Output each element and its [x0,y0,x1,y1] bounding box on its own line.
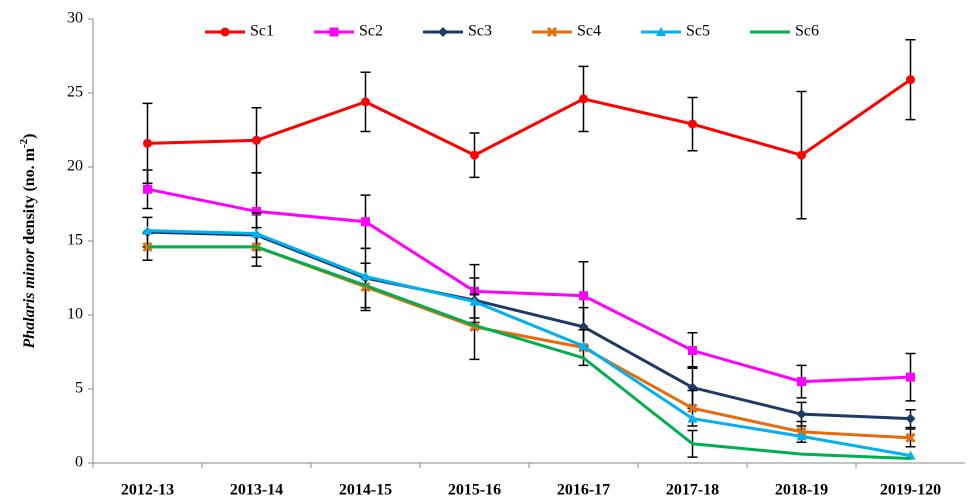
marker [797,150,806,160]
series-line [147,245,911,461]
y-axis-label: Phalaris minor density (no. m-2) [18,134,38,350]
x-tick-label: 2016-17 [557,482,610,499]
marker [143,184,152,194]
x-tick-label: 2017-18 [666,482,719,499]
y-tick-label: 5 [75,380,83,397]
marker [361,217,370,227]
marker [906,372,915,382]
marker [438,27,448,37]
y-tick-label: 20 [67,158,83,175]
marker [361,97,370,107]
legend-label: Sc1 [250,23,274,40]
marker [142,225,153,235]
x-tick-label: 2018-19 [775,482,828,499]
marker [579,94,588,104]
legend-label: Sc3 [468,23,492,40]
marker [251,228,262,238]
legend-label: Sc2 [359,23,383,40]
x-tick-label: 2014-15 [339,482,392,499]
y-tick-label: 0 [75,454,83,471]
y-tick-label: 30 [67,10,83,27]
marker [906,75,915,85]
x-tick-label: 2013-14 [230,482,283,499]
marker [360,271,371,281]
x-tick-label: 2015-16 [448,482,501,499]
marker [797,377,806,387]
marker [329,27,339,37]
x-tick-label: 2012-13 [121,482,174,499]
marker [546,26,558,38]
marker [656,27,666,36]
marker [688,119,697,129]
marker [579,291,588,301]
legend-label: Sc4 [577,23,601,40]
marker [220,27,230,37]
marker [578,341,589,351]
series-line [147,187,911,384]
legend-label: Sc6 [795,23,819,40]
marker [252,135,261,145]
marker [687,413,698,423]
marker [143,138,152,148]
y-tick-label: 15 [67,232,83,249]
marker [905,413,916,424]
marker [687,403,698,414]
marker [688,346,697,356]
series-line [147,78,912,157]
y-tick-label: 25 [67,84,83,101]
series-line [147,229,911,458]
marker [796,409,807,420]
x-tick-label: 2019-120 [880,482,941,499]
marker [469,296,480,306]
marker [470,150,479,160]
marker [252,206,261,216]
marker [796,431,807,441]
y-tick-label: 10 [67,306,83,323]
marker [905,432,916,443]
legend-label: Sc5 [686,23,710,40]
